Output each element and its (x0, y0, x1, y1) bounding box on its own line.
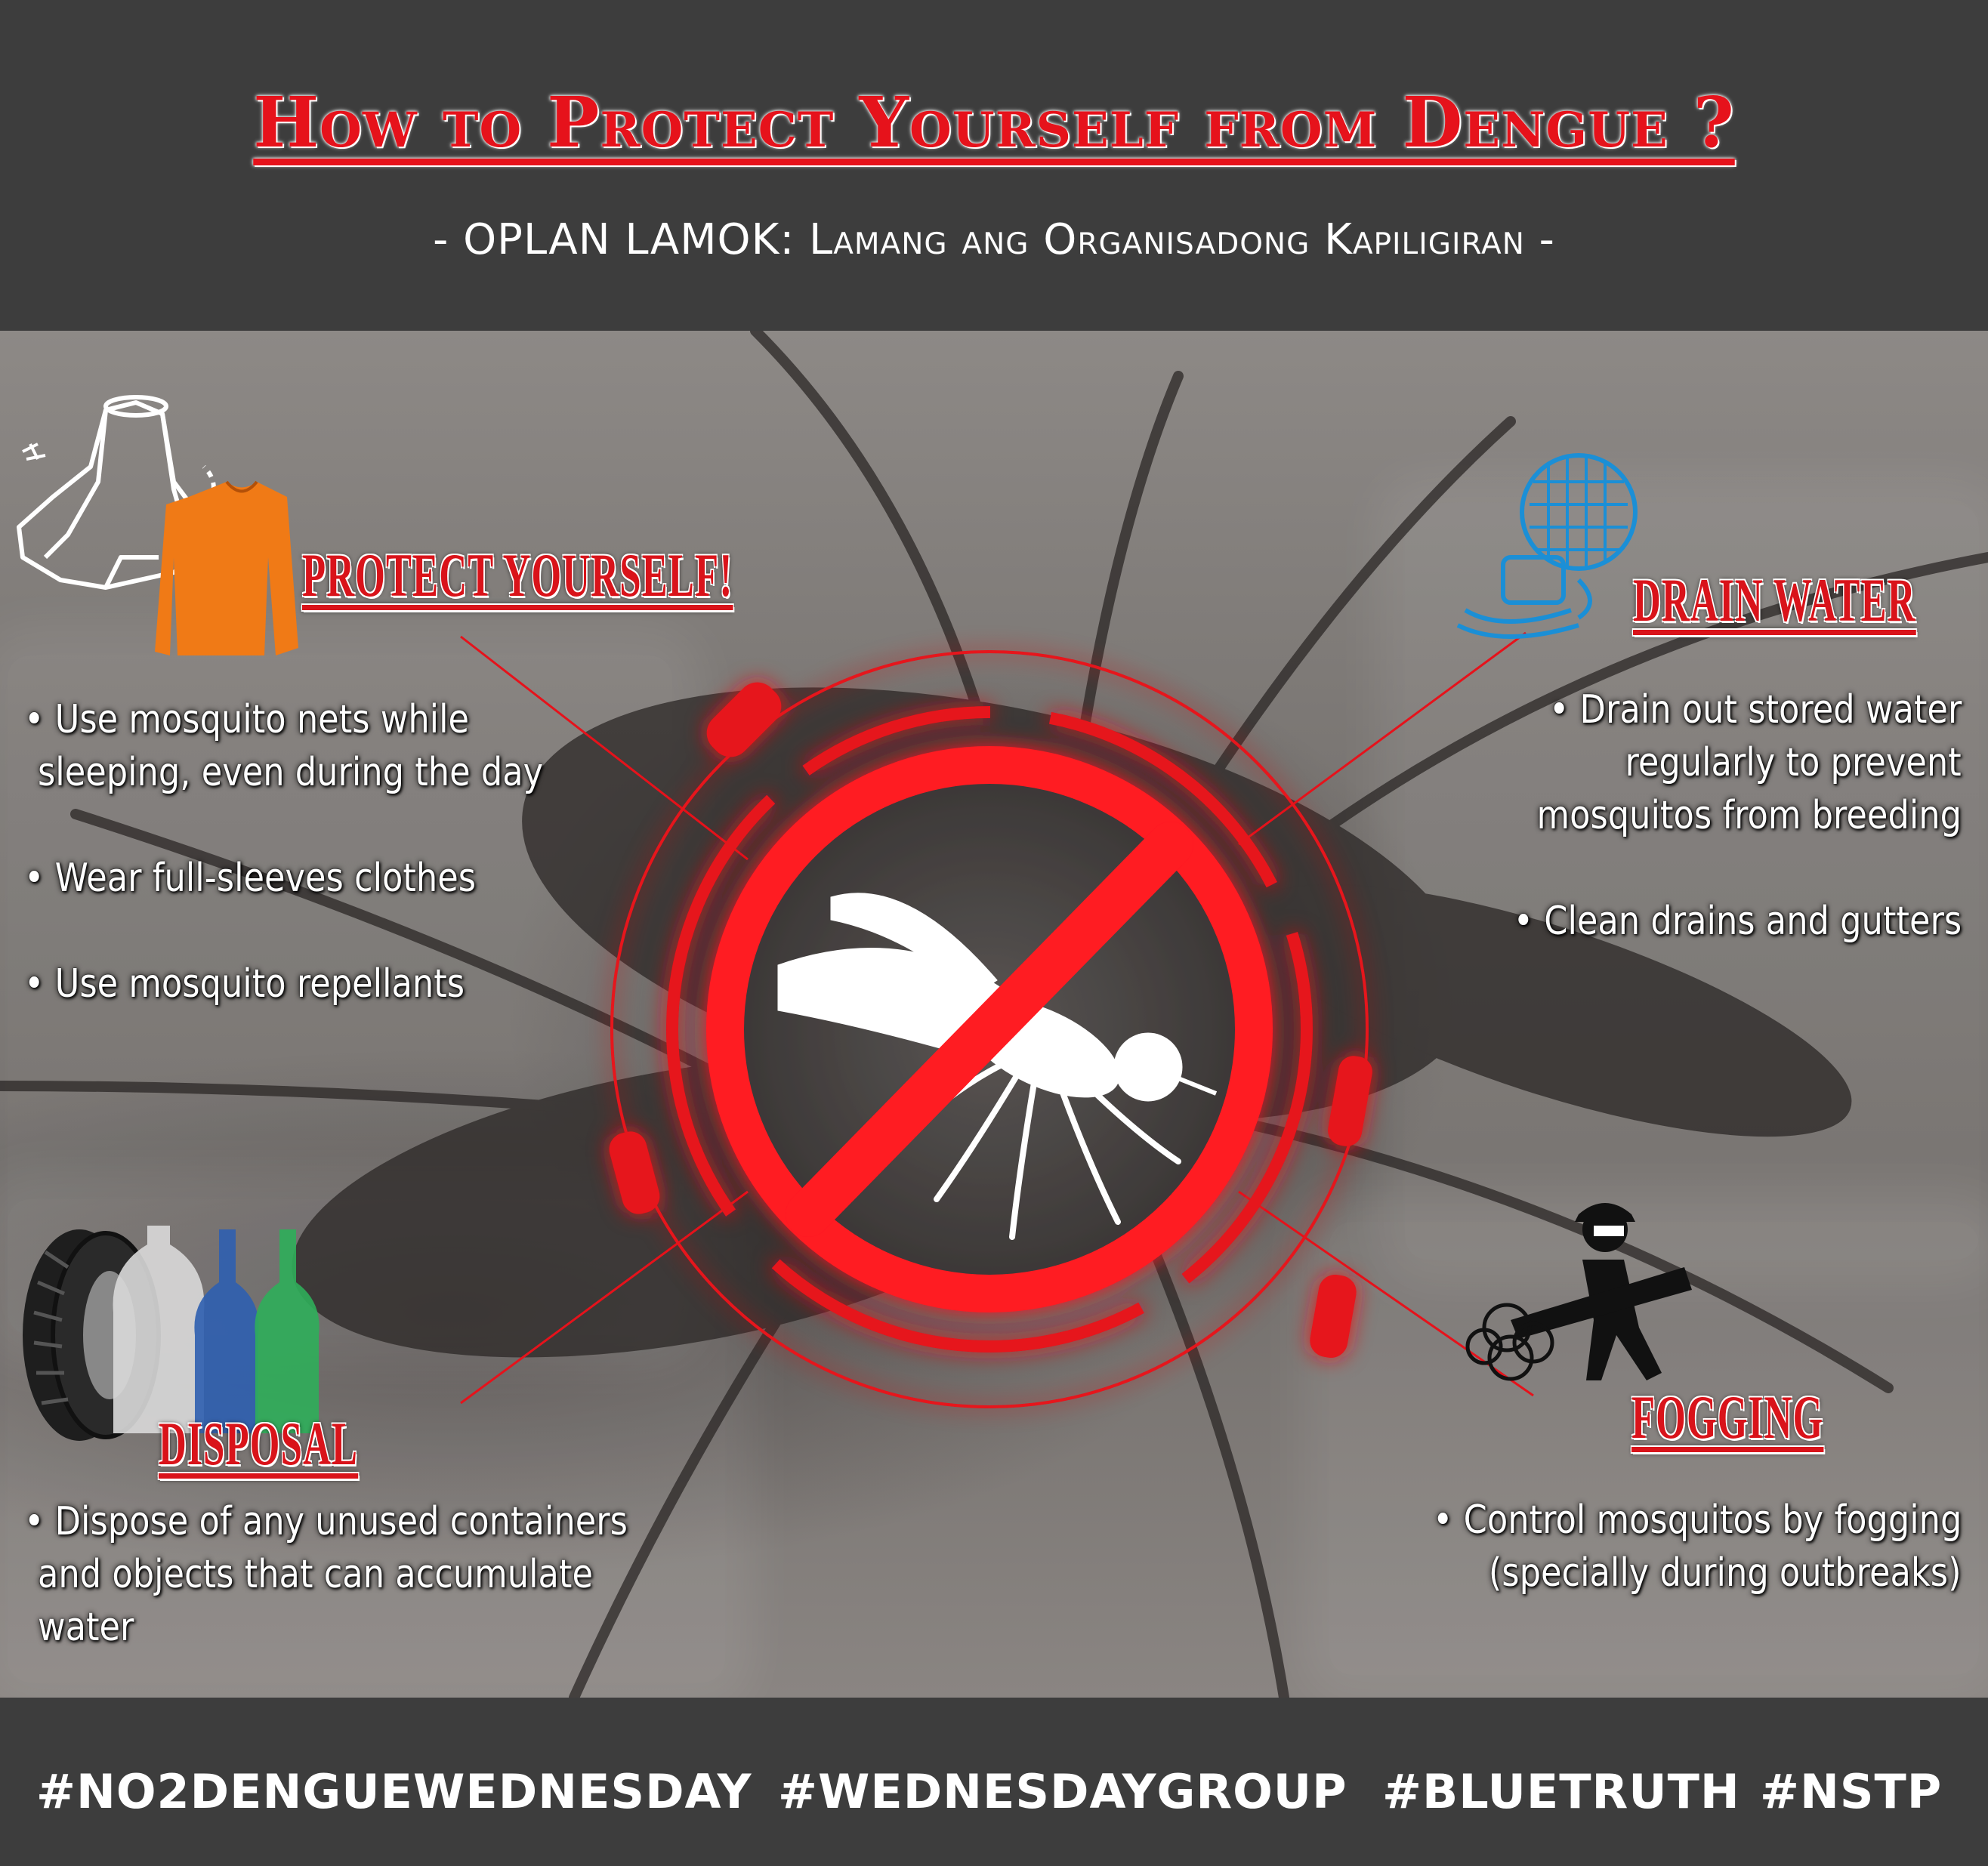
protect-bullet-3: • Use mosquito repellants (24, 961, 465, 1007)
footer: #NO2DENGUEWEDNESDAY #WEDNESDAYGROUP #BLU… (0, 1698, 1988, 1866)
disposal-bullet-1: • Dispose of any unused containers (24, 1499, 628, 1544)
fogging-bullet-1: • Control mosquitos by fogging (1432, 1497, 1962, 1543)
no-mosquito-icon (609, 650, 1372, 1408)
protect-title: PROTECT YOURSELF! (302, 541, 733, 609)
drain-glow (1405, 504, 1979, 1260)
header: How to Protect Yourself from Dengue ? - … (0, 0, 1988, 331)
drain-bullet-2: • Clean drains and gutters (1513, 899, 1962, 944)
hashtag-nstp: #NSTP (1760, 1764, 1943, 1819)
fogging-bullet-1-cont: (specially during outbreaks) (1489, 1550, 1962, 1596)
disposal-bullet-1-cont-a: and objects that can accumulate (38, 1552, 593, 1597)
hashtag-bluetruth: #BLUETRUTH (1382, 1764, 1740, 1819)
disposal-bullet-1-cont-b: water (38, 1605, 134, 1650)
mosquito-net-icon (17, 395, 216, 590)
page-title: How to Protect Yourself from Dengue ? (253, 82, 1735, 163)
protect-bullet-1-cont: sleeping, even during the day (38, 750, 544, 795)
drain-bullet-1-cont-b: mosquitos from breeding (1536, 793, 1962, 838)
center-graphic (0, 331, 1988, 1698)
protect-bullet-2: • Wear full-sleeves clothes (24, 856, 477, 901)
hashtag-wednesdaygroup: #WEDNESDAYGROUP (778, 1764, 1347, 1819)
drain-title: DRAIN WATER (1633, 566, 1916, 634)
fogging-worker-icon (1465, 1203, 1692, 1381)
fogging-title: FOGGING (1631, 1383, 1824, 1451)
bottle-icon (113, 1226, 320, 1433)
protect-bullet-1: • Use mosquito nets while (24, 697, 470, 742)
drain-grate-icon (1456, 453, 1638, 639)
drain-bullet-1: • Drain out stored water (1548, 687, 1962, 733)
drain-bullet-1-cont-a: regularly to prevent (1625, 740, 1962, 785)
long-sleeve-shirt-icon (155, 480, 298, 655)
hashtag-no2dengue: #NO2DENGUEWEDNESDAY (36, 1764, 752, 1819)
disposal-title: DISPOSAL (159, 1409, 359, 1478)
page-subtitle: - OPLAN LAMOK: Lamang ang Organisadong K… (433, 215, 1555, 264)
